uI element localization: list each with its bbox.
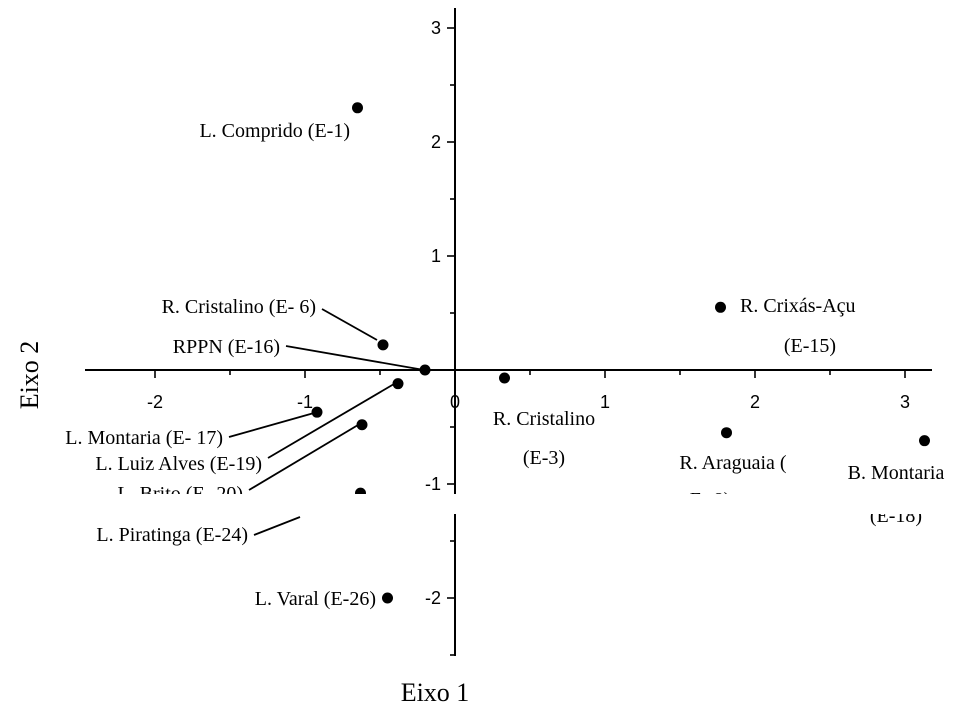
data-point (352, 102, 363, 114)
x-tick-label: 1 (600, 392, 610, 412)
point-label: B. Montaria (848, 462, 945, 484)
y-tick-label: 3 (431, 18, 441, 38)
point-label: (E-3) (523, 447, 565, 469)
origin-label: 0 (450, 392, 460, 412)
point-label: R. Cristalino (E- 6) (162, 296, 316, 318)
point-label: R. Cristalino (493, 408, 595, 430)
point-labels: L. Comprido (E-1) R. Cristalino (E- 6) RPP… (65, 120, 944, 610)
data-point (311, 406, 323, 418)
y-axis-title: Eixo 2 (15, 341, 44, 410)
point-label: L. Montaria (E- 17) (65, 427, 223, 449)
point-label: R. Crixás-Açu (740, 295, 856, 317)
x-tick-label: -2 (147, 392, 163, 412)
occluding-band (0, 494, 969, 514)
axes (85, 8, 932, 656)
point-label: RPPN (E-16) (173, 336, 280, 358)
point-label: L. Varal (E-26) (255, 588, 376, 610)
x-tick-label: -1 (297, 392, 313, 412)
data-point (721, 427, 732, 439)
y-tick-label: -2 (425, 588, 441, 608)
data-point (356, 419, 368, 431)
point-label: R. Araguaia ( (679, 452, 787, 474)
tick-marks: -2 -1 1 2 3 0 -2 -1 1 2 3 (147, 18, 910, 656)
leader-line (285, 345, 425, 371)
data-point (919, 435, 930, 447)
point-label: L. Comprido (E-1) (199, 120, 350, 142)
data-points (311, 102, 930, 604)
data-point (419, 364, 431, 376)
x-axis-title: Eixo 1 (401, 678, 470, 707)
leader-line (228, 412, 315, 438)
leader-line (248, 424, 359, 491)
leader-line (253, 516, 301, 536)
leader-line (267, 383, 395, 459)
data-point (715, 301, 726, 313)
data-point (392, 378, 404, 390)
x-tick-label: 3 (900, 392, 910, 412)
data-point (382, 592, 393, 604)
data-point (377, 339, 389, 351)
leader-line (321, 308, 378, 341)
x-tick-label: 2 (750, 392, 760, 412)
point-label: (E-15) (784, 335, 836, 357)
point-label: L. Piratinga (E-24) (96, 524, 248, 546)
data-point (499, 372, 510, 384)
label-leader-lines (228, 308, 425, 536)
y-tick-label: -1 (425, 474, 441, 494)
point-label: L. Luiz Alves (E-19) (95, 453, 262, 475)
y-tick-label: 2 (431, 132, 441, 152)
y-tick-label: 1 (431, 246, 441, 266)
